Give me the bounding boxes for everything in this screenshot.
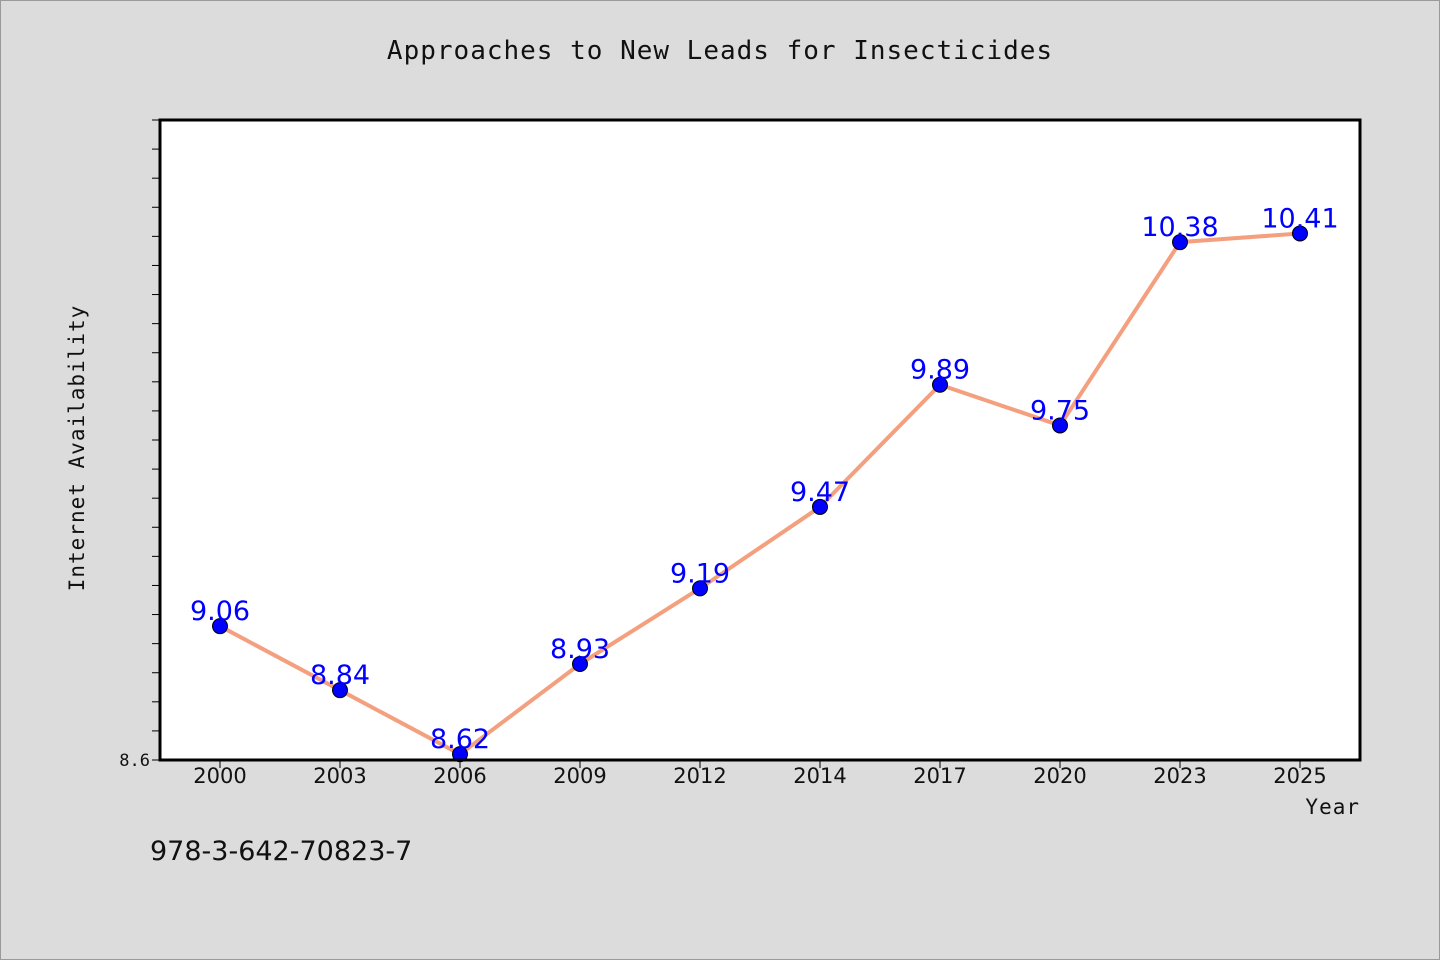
data-labels: 9.06 8.84 8.62 8.93 9.19 9.47 9.89 9.75 10.38 10.…: [190, 203, 1339, 755]
x-axis-label: Year: [1305, 795, 1360, 819]
data-point: [812, 498, 828, 515]
x-tick-label: 2025: [1273, 764, 1326, 788]
plot-border: [158, 118, 1362, 762]
plot-area: [160, 120, 1360, 760]
data-point: [1172, 234, 1188, 251]
chart-title: Approaches to New Leads for Insecticides: [386, 36, 1054, 66]
x-tick-label: 2003: [313, 764, 366, 788]
data-label: 10.41: [1261, 203, 1338, 234]
x-tick-label: 2006: [433, 764, 486, 788]
data-label: 9.47: [790, 477, 850, 508]
data-point: [212, 618, 228, 635]
data-label: 9.19: [670, 558, 730, 589]
data-label: 8.93: [550, 634, 610, 665]
y-axis-label: Internet Availability: [65, 304, 89, 592]
x-tick-label: 2014: [793, 764, 846, 788]
data-point: [452, 746, 468, 763]
footer-code: 978-3-642-70823-7: [150, 836, 413, 867]
data-point: [932, 376, 948, 393]
data-point: [1292, 225, 1308, 242]
x-tick-label: 2000: [193, 764, 246, 788]
series-line: [219, 231, 1301, 757]
data-label: 10.38: [1141, 212, 1218, 243]
data-label: 9.06: [190, 596, 250, 627]
data-point: [692, 580, 708, 597]
x-tick-label: 2012: [673, 764, 726, 788]
data-label: 8.62: [430, 724, 490, 755]
data-label: 8.84: [310, 660, 370, 691]
y-axis-tick-labels: 8.6: [119, 751, 150, 771]
data-point: [1052, 417, 1068, 434]
data-point: [332, 682, 348, 699]
x-tick-label: 2020: [1033, 764, 1086, 788]
x-tick-label: 2023: [1153, 764, 1206, 788]
x-tick-label: 2009: [553, 764, 606, 788]
data-label: 9.89: [910, 355, 970, 386]
x-axis-tick-labels: 2000 2003 2006 2009 2012 2014 2017 2020 2023 2025: [193, 764, 1326, 788]
data-points: [212, 225, 1308, 763]
data-label: 9.75: [1030, 395, 1090, 426]
data-point: [572, 656, 588, 672]
y-tick-label: 8.6: [119, 751, 150, 771]
x-tick-label: 2017: [913, 764, 966, 788]
